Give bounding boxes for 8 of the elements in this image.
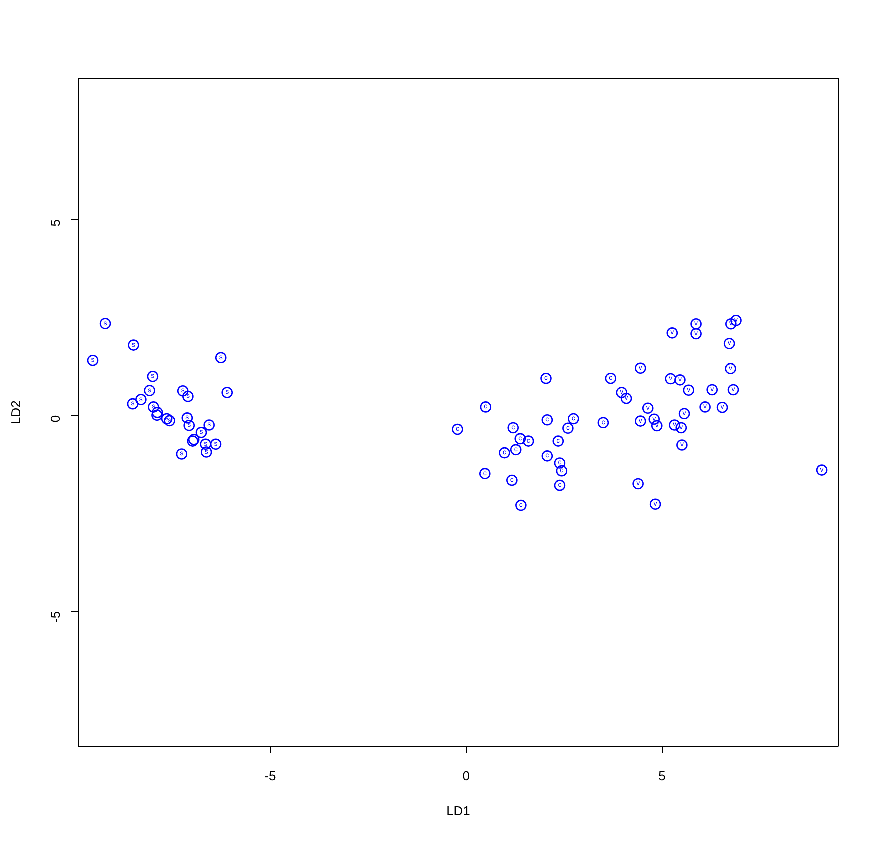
y-tick-label: 5 [48,220,63,227]
y-tick-label: -5 [48,611,63,623]
y-axis-title: LD2 [8,400,24,424]
x-tick-label: 0 [462,768,470,784]
y-tick-label: 0 [48,415,63,423]
x-tick-label: -5 [264,768,276,784]
x-axis-title: LD1 [446,804,470,818]
x-tick-label: 5 [658,768,666,784]
